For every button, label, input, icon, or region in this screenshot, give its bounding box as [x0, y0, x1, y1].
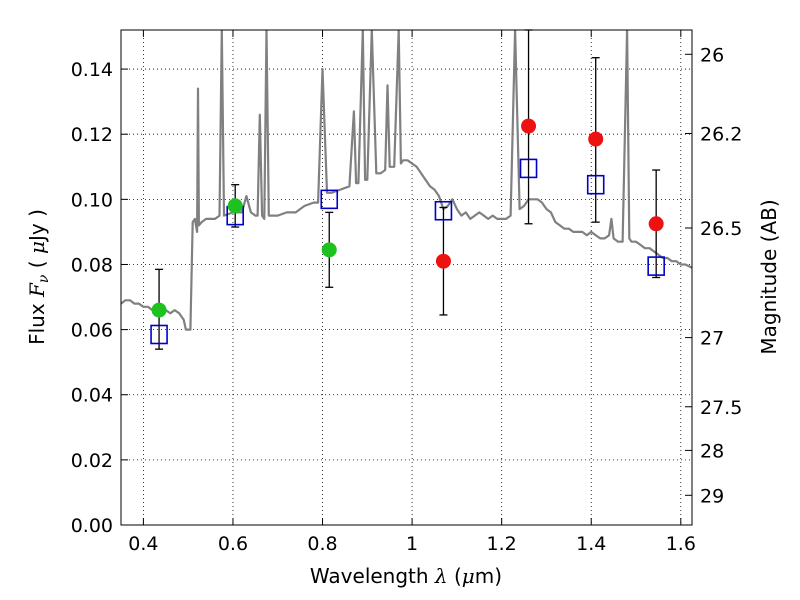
x-tick-label: 1.6: [666, 533, 696, 555]
x-tick-label: 1.4: [576, 533, 606, 555]
x-tick-label: 1.2: [487, 533, 517, 555]
y-label-units-rest: Jy ): [25, 209, 49, 243]
grid-lines: [121, 30, 692, 526]
y-tick-label: 0.04: [71, 385, 113, 407]
error-bars: [155, 29, 661, 350]
y-tick-label: 0.02: [71, 450, 113, 472]
axis-ticks: 0.4 0.6 0.8 1 1.2 1.4 1.6 0.00 0.02 0.04 0.06 0.08 0…: [71, 30, 742, 555]
y-label-mu: μ: [25, 241, 49, 254]
model-spectrum-line: [121, 30, 692, 331]
y2-tick-label: 29: [700, 485, 724, 507]
x-label-units-rest: m): [475, 564, 502, 588]
x-tick-label: 0.8: [307, 533, 337, 555]
y-tick-label: 0.12: [71, 124, 113, 146]
y-label-prefix: Flux: [25, 297, 49, 345]
y2-tick-label: 26.2: [700, 123, 742, 145]
model-band-square: [647, 256, 665, 276]
model-band-square: [519, 158, 538, 179]
x-tick-label: 0.4: [128, 533, 158, 555]
x-tick-label: 1: [406, 533, 418, 555]
y-tick-label: 0.14: [71, 59, 113, 81]
x-label-mu: μ: [462, 564, 475, 588]
x-label-symbol: λ: [434, 564, 448, 588]
y2-tick-label: 27: [700, 328, 724, 350]
y-label-symbol: F: [25, 282, 49, 298]
y2-tick-label: 27.5: [700, 397, 742, 419]
y2-axis-label: Magnitude (AB): [757, 199, 781, 354]
model-band-square: [320, 189, 339, 210]
x-tick-label: 0.6: [218, 533, 248, 555]
y-tick-label: 0.10: [71, 189, 113, 211]
model-band-square: [586, 174, 605, 195]
red-data-point: [648, 216, 664, 232]
model-band-square: [434, 200, 453, 221]
y-label-units-open: (: [25, 254, 49, 275]
red-data-point: [521, 118, 537, 134]
data-markers: [150, 118, 665, 345]
y2-tick-label: 26.5: [700, 218, 742, 240]
y-label-subscript: ν: [36, 274, 52, 283]
y-tick-label: 0.06: [71, 320, 113, 342]
green-data-point: [227, 198, 243, 214]
plot-frame: [120, 29, 693, 526]
y-tick-label: 0.00: [71, 515, 113, 537]
red-data-point: [588, 131, 604, 147]
y2-tick-label: 26: [700, 44, 724, 66]
y2-tick-label: 28: [700, 440, 724, 462]
model-band-square: [150, 324, 168, 345]
x-label-prefix: Wavelength: [310, 564, 435, 588]
green-data-point: [321, 242, 337, 258]
model-spectrum-group: [121, 30, 692, 331]
x-label-units-open: (: [448, 564, 462, 588]
red-data-point: [435, 253, 451, 269]
y-tick-label: 0.08: [71, 254, 113, 276]
green-data-point: [151, 302, 167, 318]
x-axis-label: Wavelength λ (μm): [310, 564, 502, 588]
y-axis-label: Flux Fν ( μJy ): [25, 209, 52, 345]
